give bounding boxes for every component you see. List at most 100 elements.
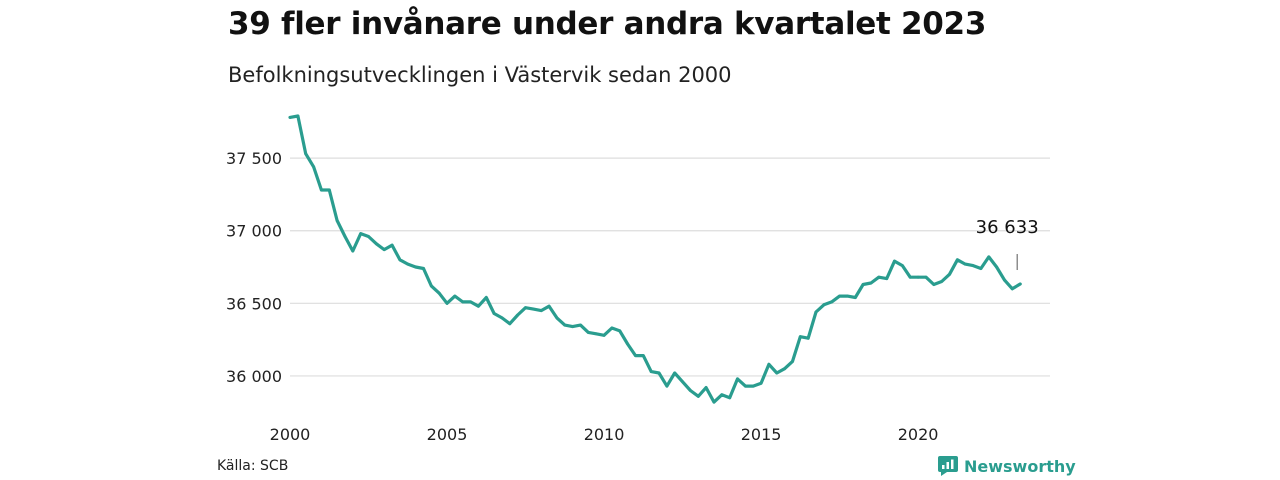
annotation-label: 36 633 [976, 217, 1039, 238]
data-point [783, 367, 786, 371]
data-point [375, 242, 378, 246]
data-point [665, 384, 669, 388]
data-point [461, 300, 465, 304]
data-point [539, 309, 543, 312]
data-point [1018, 282, 1022, 286]
data-point [767, 362, 771, 366]
data-point [861, 283, 865, 286]
data-point [987, 255, 991, 259]
source-note: Källa: SCB [217, 458, 289, 474]
y-tick-label: 37 500 [226, 149, 282, 168]
data-point [304, 152, 308, 156]
data-point [524, 306, 527, 310]
data-point [477, 304, 480, 308]
data-point [956, 258, 959, 262]
data-point [453, 294, 457, 298]
x-tick-label: 2010 [584, 425, 625, 444]
data-point [579, 323, 582, 327]
data-point [634, 354, 637, 357]
data-point [610, 326, 614, 330]
data-point [626, 342, 629, 346]
data-point [335, 219, 339, 222]
data-point [320, 188, 323, 192]
x-tick-label: 2000 [270, 425, 311, 444]
data-point [696, 394, 700, 398]
data-point [846, 294, 849, 298]
annotation-layer: 36 633 [976, 217, 1039, 271]
data-point [720, 393, 724, 397]
chart-title: 39 fler invånare under andra kvartalet 2… [228, 6, 987, 42]
data-point [367, 235, 370, 238]
data-point [979, 267, 983, 270]
data-point [312, 165, 315, 169]
data-point [963, 262, 967, 266]
data-point [359, 232, 363, 236]
data-point [830, 300, 834, 304]
data-point [689, 389, 692, 392]
newsworthy-logo-icon [938, 456, 958, 476]
data-point [445, 301, 449, 305]
data-point [751, 384, 755, 388]
data-point [492, 312, 496, 315]
data-point [948, 272, 951, 276]
grid-lines [290, 157, 1050, 377]
data-point [327, 188, 331, 192]
data-point [791, 360, 794, 363]
data-point [618, 329, 622, 333]
data-point [586, 331, 590, 334]
data-point [775, 371, 779, 375]
data-point [798, 335, 802, 339]
data-point [971, 264, 975, 267]
data-point [877, 275, 881, 279]
data-point [853, 296, 857, 299]
data-point [885, 277, 889, 280]
data-point [532, 307, 535, 311]
data-point [673, 371, 677, 375]
data-point [1003, 278, 1006, 282]
data-point [728, 396, 732, 400]
data-point [869, 281, 873, 285]
data-point [351, 249, 355, 253]
y-tick-label: 36 500 [226, 294, 282, 313]
series-line-0 [288, 114, 1022, 404]
data-point [806, 336, 810, 340]
data-point [288, 116, 292, 119]
data-point [908, 275, 912, 279]
data-point [429, 284, 433, 288]
brand-logo: Newsworthy [938, 456, 1076, 476]
x-axis-ticks: 2000 2005 2010 2015 2020 [270, 425, 939, 444]
data-point [422, 267, 425, 270]
data-point [500, 316, 504, 320]
data-point [649, 370, 653, 373]
data-point [814, 310, 818, 314]
data-point [1010, 287, 1014, 291]
data-point [382, 248, 386, 252]
data-point [343, 235, 347, 238]
data-point [932, 283, 936, 286]
data-point [547, 304, 551, 308]
data-point [995, 265, 998, 269]
data-point [571, 325, 574, 328]
data-point [940, 280, 944, 283]
data-point [759, 381, 763, 385]
data-point [406, 262, 410, 266]
x-tick-label: 2020 [898, 425, 939, 444]
data-point [681, 380, 684, 384]
data-point [822, 303, 826, 307]
data-point [594, 332, 598, 336]
data-point [712, 400, 716, 404]
x-tick-label: 2015 [741, 425, 782, 444]
data-point [736, 377, 739, 381]
data-point [296, 114, 300, 118]
data-point [901, 264, 904, 267]
data-point [924, 275, 928, 279]
data-point [916, 275, 920, 279]
data-point [390, 243, 394, 247]
data-point [563, 323, 567, 327]
data-point [414, 265, 417, 269]
data-point [657, 371, 661, 375]
data-point [437, 291, 441, 295]
y-tick-label: 36 000 [226, 367, 282, 386]
data-point [704, 386, 708, 389]
